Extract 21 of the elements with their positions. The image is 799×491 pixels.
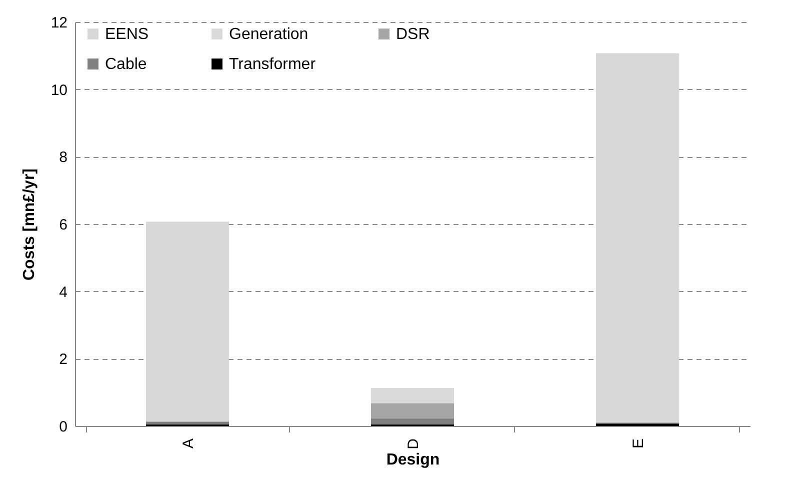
bar — [370, 403, 454, 418]
x-tick-label: D — [405, 438, 422, 450]
y-tick-label: 2 — [59, 351, 68, 368]
bar — [146, 222, 230, 422]
x-tick-label: E — [630, 438, 647, 449]
legend-label: Transformer — [229, 56, 316, 73]
bar — [370, 388, 454, 404]
y-tick-label: 0 — [59, 418, 68, 436]
x-tick-label: A — [180, 438, 197, 449]
legend-label: DSR — [396, 26, 430, 43]
y-tick-label: 8 — [59, 149, 68, 166]
bar — [596, 53, 680, 423]
y-tick-label: 6 — [59, 216, 68, 234]
y-axis-title: Costs [mn£/yr] — [20, 168, 38, 281]
x-axis-title: Design — [386, 451, 440, 468]
y-tick-label: 4 — [59, 284, 68, 301]
legend-label: Generation — [229, 26, 308, 43]
y-tick-label: 10 — [50, 82, 68, 99]
legend-label: EENS — [105, 26, 149, 43]
legend-label: Cable — [105, 56, 147, 73]
y-tick-label: 12 — [50, 14, 68, 32]
